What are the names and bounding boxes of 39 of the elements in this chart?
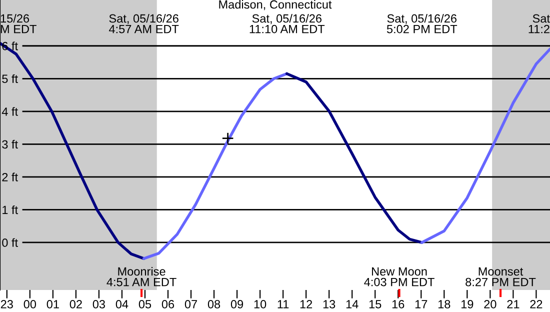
x-tick-label: 03 [92,300,105,308]
x-tick-label: 23 [0,300,13,308]
x-tick-label: 01 [46,300,59,308]
x-tick-label: 00 [24,300,36,308]
ref-line-label: New Moon 4:03 PM EDT [364,267,434,286]
annotation: 15/26 M EDT [0,14,36,34]
y-tick-label: 1 ft [2,205,18,214]
x-tick-label: 06 [162,300,174,308]
x-tick-label: 15 [369,300,382,308]
annotation: Sat, 05/16/26 5:02 PM EDT [386,14,458,34]
x-tick-label: 02 [70,300,82,308]
ref-line-label: Moonrise 4:51 AM EDT [106,266,176,286]
x-tick-label: 21 [507,300,520,308]
annotation: Sat 11:2 [528,14,550,34]
x-tick-label: 10 [254,300,266,308]
x-tick-label: 07 [184,300,197,308]
y-tick-label: 2 ft [2,172,18,182]
x-tick-label: 22 [530,300,542,308]
x-tick-label: 20 [484,300,496,308]
x-tick-label: 05 [138,300,152,308]
x-tick-label: 11 [278,300,289,308]
x-tick-label: 17 [415,300,428,308]
x-tick-label: 16 [392,300,404,308]
y-tick-label: 0 ft [2,238,18,247]
chart-title: Madison, Connecticut [219,0,332,10]
x-tick-label: 19 [461,300,474,308]
x-tick-label: 04 [116,300,128,308]
annotation: Sat, 05/16/26 11:10 AM EDT [250,14,325,34]
x-tick-label: 13 [323,300,336,308]
x-tick-label: 12 [300,300,312,308]
ref-line-label: Moonset 8:27 PM EDT [466,267,536,286]
annotation: Sat, 05/16/26 4:57 AM EDT [108,14,179,34]
x-tick-label: 14 [346,300,358,308]
x-tick-label: 09 [230,300,244,308]
x-tick-label: 18 [438,300,450,308]
y-tick-label: 3 ft [2,140,18,149]
x-tick-label: 08 [208,300,220,308]
y-tick-label: 5 ft [2,74,18,84]
y-tick-label: 4 ft [2,107,18,116]
